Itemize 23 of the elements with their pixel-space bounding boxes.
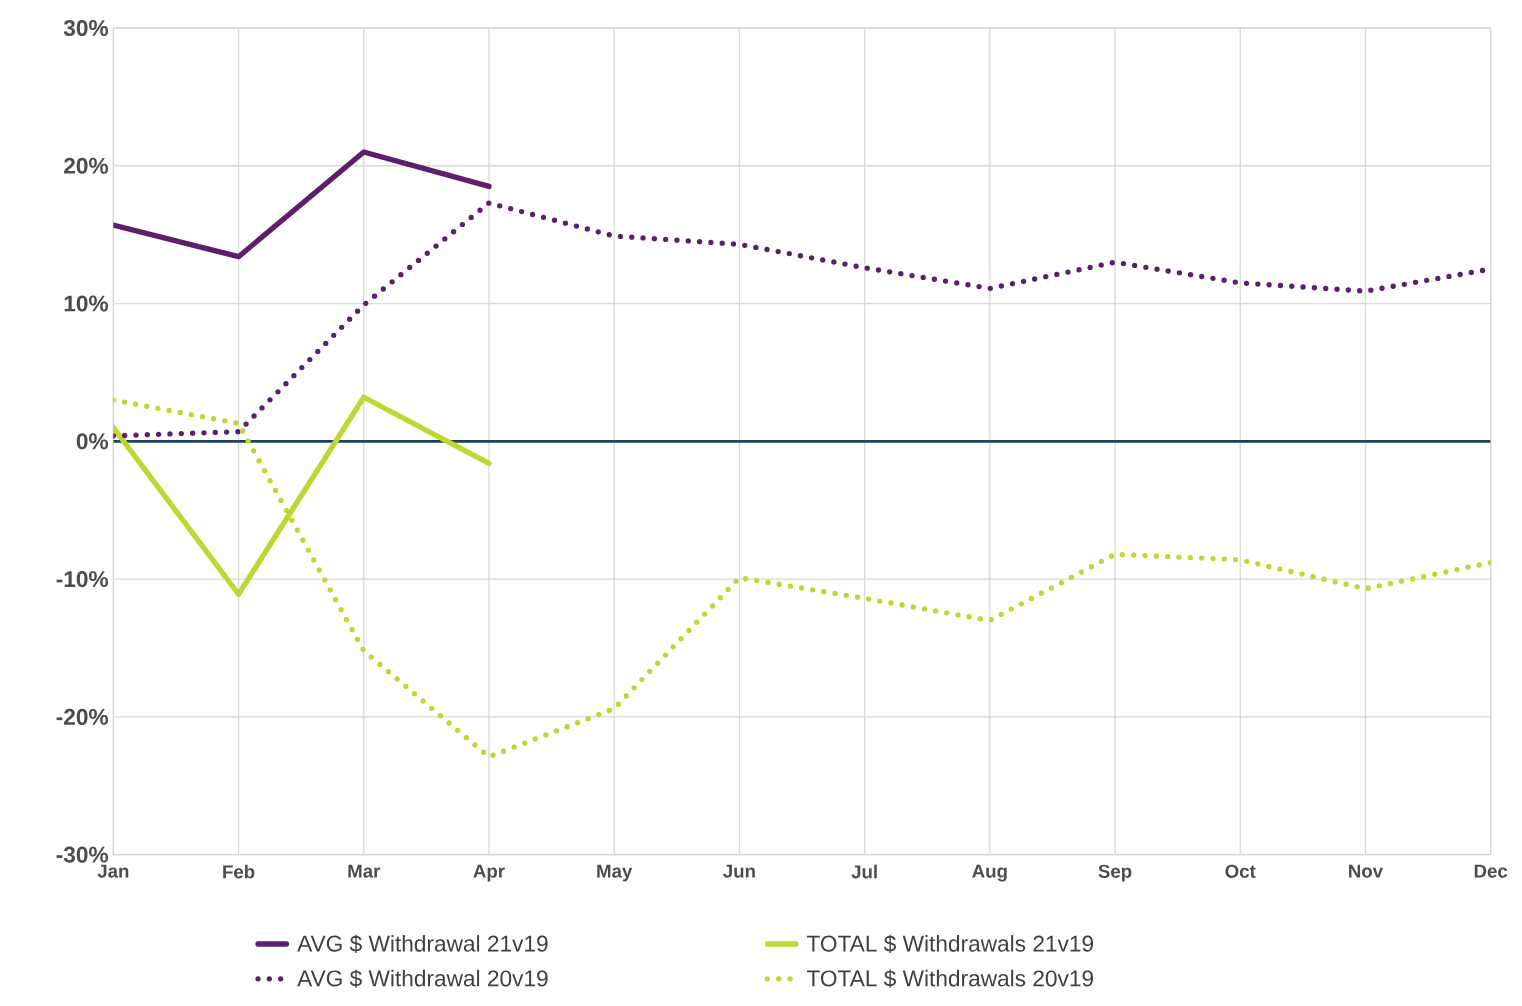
x-tick-label: Jan [97,864,129,878]
y-tick-label: 10% [64,295,109,312]
x-tick-label: May [597,864,633,882]
y-tick-label: 30% [63,19,109,37]
legend-label: TOTAL $ Withdrawals 20v19 [806,969,1094,988]
x-tick-label: Jun [723,864,755,878]
y-tick-label: -20% [56,708,109,725]
x-tick-label: Dec [1474,864,1508,878]
x-tick-label: Jul [851,864,877,879]
x-tick-label: Aug [972,864,1007,882]
x-tick-label: Nov [1349,864,1384,878]
legend-label: AVG $ Withdrawal 21v19 [297,934,548,953]
y-tick-label: 20% [64,157,109,174]
y-tick-label: -30% [56,846,109,863]
x-tick-label: Mar [348,864,381,878]
y-tick-label: 0% [76,433,109,450]
y-tick-label: -10% [56,571,109,588]
legend-label: TOTAL $ Withdrawals 21v19 [806,934,1094,953]
x-tick-label: Apr [473,864,505,882]
legend-label: AVG $ Withdrawal 20v19 [297,969,548,988]
x-tick-label: Sep [1098,864,1132,882]
x-tick-label: Feb [223,864,255,879]
x-tick-label: Oct [1225,864,1256,878]
